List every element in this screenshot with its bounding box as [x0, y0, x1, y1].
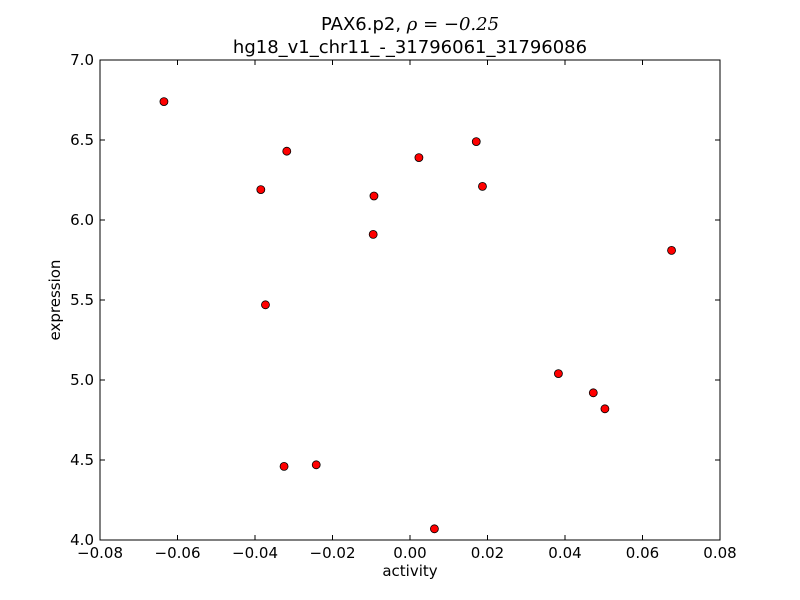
- data-point: [369, 191, 379, 201]
- data-point: [414, 153, 424, 163]
- x-axis: −0.08 −0.06 −0.04 −0.02 0.00 0.02 0.04 0.06 0.08: [77, 60, 737, 562]
- chart-title-rho: ρ = −0.25: [406, 14, 499, 35]
- data-point: [600, 404, 610, 414]
- y-axis: 4.0 4.5 5.0 5.5 6.0 6.5 7.0: [70, 51, 720, 549]
- chart-title: PAX6.p2, ρ = −0.25: [321, 14, 499, 35]
- data-point: [588, 388, 598, 398]
- plot-area: −0.08 −0.06 −0.04 −0.02 0.00 0.02 0.04 0.06 0.08…: [70, 51, 737, 562]
- x-tick-label: −0.02: [310, 544, 356, 562]
- x-tick-label: 0.04: [548, 544, 581, 562]
- x-tick-label: −0.04: [232, 544, 278, 562]
- y-tick-label: 6.5: [70, 131, 94, 149]
- x-tick-label: 0.06: [626, 544, 659, 562]
- y-tick-label: 4.0: [70, 531, 94, 549]
- plot-frame: [99, 59, 721, 541]
- chart-title-prefix: PAX6.p2,: [321, 14, 407, 35]
- y-tick-label: 5.5: [70, 291, 94, 309]
- y-tick-label: 6.0: [70, 211, 94, 229]
- x-tick-label: −0.06: [155, 544, 201, 562]
- data-point: [282, 146, 292, 156]
- x-tick-label: 0.00: [393, 544, 426, 562]
- data-point: [430, 524, 439, 534]
- y-axis-label: expression: [46, 260, 64, 341]
- data-point: [256, 185, 266, 195]
- data-point: [159, 97, 169, 106]
- x-tick-label: 0.02: [471, 544, 504, 562]
- data-point: [667, 245, 676, 255]
- data-points: [159, 97, 676, 534]
- y-tick-label: 7.0: [70, 51, 94, 69]
- y-tick-label: 4.5: [70, 451, 94, 469]
- x-tick-label: −0.08: [77, 544, 123, 562]
- data-point: [311, 460, 321, 470]
- data-point: [261, 300, 270, 310]
- x-tick-label: 0.08: [703, 544, 736, 562]
- y-tick-label: 5.0: [70, 371, 94, 389]
- chart-subtitle: hg18_v1_chr11_-_31796061_31796086: [233, 37, 587, 58]
- x-axis-label: activity: [382, 562, 437, 580]
- data-point: [478, 181, 487, 191]
- data-point: [368, 229, 378, 239]
- data-point: [471, 137, 481, 147]
- data-point: [554, 369, 563, 379]
- data-point: [279, 461, 289, 471]
